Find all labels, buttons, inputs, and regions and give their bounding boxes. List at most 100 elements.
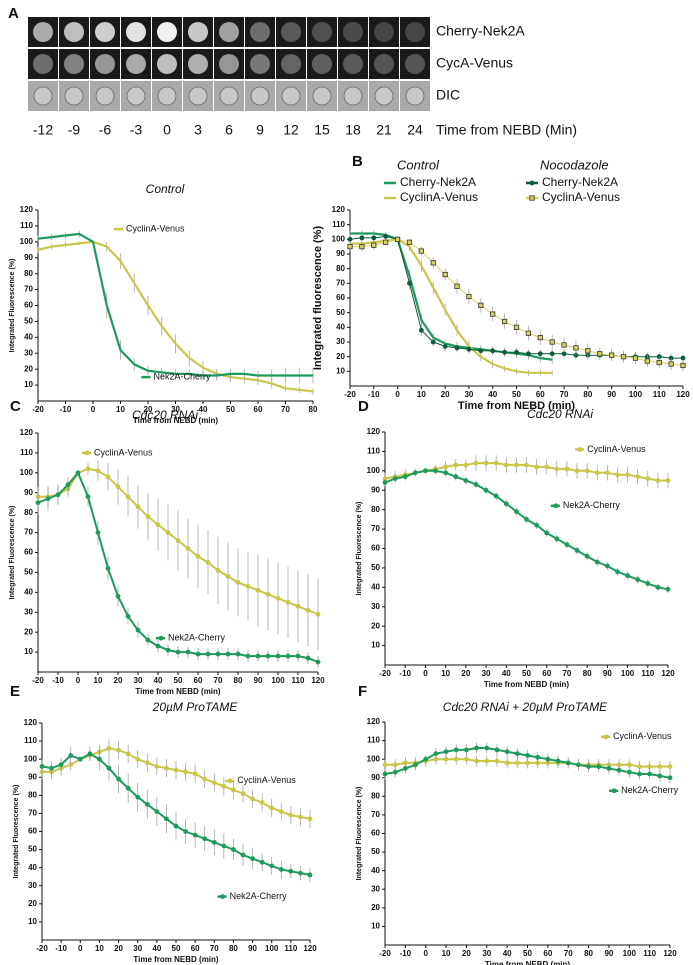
cell [250, 54, 270, 74]
data-point [285, 653, 291, 659]
x-tick-label: 90 [248, 944, 257, 953]
y-tick-label: 10 [371, 922, 380, 931]
cell [312, 22, 332, 42]
data-point [295, 603, 301, 609]
data-point [656, 359, 662, 366]
y-tick-label: 60 [336, 293, 345, 302]
data-point [525, 351, 531, 357]
data-point [503, 462, 509, 468]
data-point [255, 587, 261, 593]
y-tick-label: 80 [371, 791, 380, 800]
series-label: Nek2A-Cherry [621, 785, 679, 795]
panel-label: A [8, 5, 19, 22]
x-tick-label: 30 [482, 949, 491, 958]
data-point [657, 773, 663, 779]
y-tick-label: 40 [371, 582, 380, 591]
data-point [524, 462, 529, 468]
y-axis-label: Integrated Fluorescence (%) [356, 787, 363, 881]
cell [374, 22, 394, 42]
x-tick-label: 80 [583, 669, 592, 678]
data-point [443, 470, 449, 476]
data-point [259, 800, 265, 805]
data-point [359, 235, 365, 241]
data-point [502, 349, 508, 355]
time-label: 9 [256, 122, 264, 138]
cell [405, 22, 425, 42]
data-point [575, 762, 581, 768]
x-tick-label: 110 [641, 669, 654, 678]
x-tick-label: 30 [171, 405, 180, 414]
x-tick-label: 100 [621, 669, 635, 678]
data-point [315, 659, 321, 665]
data-point [144, 760, 150, 766]
data-point [383, 239, 389, 245]
data-point [406, 239, 413, 245]
data-point [173, 767, 179, 773]
time-label: 18 [345, 122, 361, 138]
series-label: Nek2A-Cherry [154, 372, 212, 382]
data-point [116, 747, 121, 753]
y-tick-label: 30 [24, 607, 33, 616]
series-label: Nek2A-Cherry [230, 891, 288, 901]
y-tick-label: 20 [371, 903, 380, 912]
x-tick-label: -20 [344, 390, 356, 399]
data-point [383, 234, 389, 239]
data-point [585, 348, 591, 354]
data-point [225, 574, 231, 579]
cell [33, 86, 53, 106]
x-axis-label: Time from NEBD (min) [135, 687, 221, 696]
x-tick-label: 100 [629, 390, 643, 399]
data-point [106, 765, 112, 771]
data-point [305, 655, 311, 661]
x-tick-label: 30 [133, 944, 142, 953]
x-tick-label: -20 [32, 405, 44, 414]
data-point [524, 516, 529, 522]
data-point [573, 345, 579, 351]
data-point [463, 478, 469, 483]
data-point [544, 530, 550, 536]
time-label: 12 [283, 122, 299, 138]
data-point [245, 653, 251, 659]
y-tick-label: 10 [24, 380, 33, 389]
y-tick-label: 20 [24, 627, 33, 636]
data-point [609, 352, 615, 358]
data-point [298, 814, 303, 820]
data-point [221, 843, 227, 849]
data-point [466, 346, 472, 352]
data-point [413, 762, 418, 768]
x-tick-label: 10 [417, 390, 426, 399]
data-point [135, 756, 141, 762]
x-tick-label: 90 [607, 390, 616, 399]
data-point [513, 462, 519, 468]
y-tick-label: 40 [371, 866, 380, 875]
data-point [245, 583, 251, 589]
data-point [466, 293, 472, 300]
x-tick-label: 40 [502, 669, 511, 678]
series-line [37, 240, 314, 393]
x-tick-label: 0 [76, 676, 81, 685]
x-tick-label: 110 [292, 676, 305, 685]
label-marker [553, 503, 559, 509]
data-point [632, 355, 639, 361]
time-axis-label: Time from NEBD (Min) [436, 122, 577, 138]
data-point [175, 649, 181, 655]
data-point [490, 311, 496, 317]
legend-label: CyclinA-Venus [400, 190, 478, 204]
cell [405, 86, 425, 106]
x-tick-label: 90 [603, 669, 612, 678]
legend-label: Cherry-Nek2A [542, 175, 618, 189]
chart-title: Cdc20 RNAi [132, 408, 198, 422]
data-point [423, 756, 429, 762]
cell [312, 54, 332, 74]
label-marker [611, 788, 617, 794]
x-tick-label: -10 [368, 390, 380, 399]
x-tick-label: 20 [144, 405, 153, 414]
chart-title: Cdc20 RNAi [527, 407, 593, 421]
cell [219, 54, 239, 74]
data-point [561, 351, 567, 357]
label-marker [158, 635, 164, 641]
y-tick-label: 70 [371, 810, 380, 819]
x-tick-label: 60 [194, 676, 203, 685]
y-tick-label: 120 [367, 717, 381, 726]
data-point [514, 760, 520, 766]
